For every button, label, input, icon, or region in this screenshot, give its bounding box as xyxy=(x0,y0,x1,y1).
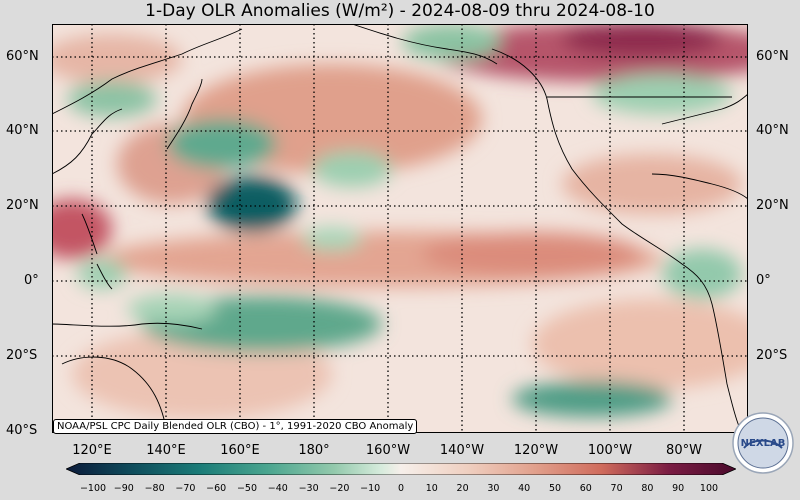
colorbar-tick-label: −60 xyxy=(206,483,227,494)
lat-label-left: 20°N xyxy=(6,198,39,213)
lat-label-right: 40°N xyxy=(756,123,789,138)
colorbar-tick-label: −90 xyxy=(113,483,134,494)
lon-label: 120°E xyxy=(72,443,112,458)
colorbar-tick-label: 50 xyxy=(548,483,562,494)
colorbar-tick-label: 90 xyxy=(672,483,685,494)
map-title: 1-Day OLR Anomalies (W/m²) - 2024-08-09 … xyxy=(145,1,655,21)
colorbar xyxy=(66,463,736,475)
lon-label: 120°W xyxy=(513,443,559,458)
graticule xyxy=(52,24,748,433)
olr-anomaly-map xyxy=(52,24,748,433)
data-source-credit: NOAA/PSL CPC Daily Blended OLR (CBO) - 1… xyxy=(53,419,418,434)
nexlab-logo: NEXLAB xyxy=(732,412,794,474)
lon-label: 140°E xyxy=(146,443,186,458)
lat-label-left: 60°N xyxy=(6,49,39,64)
lat-label-left: 20°S xyxy=(6,348,38,363)
lat-label-right: 20°S xyxy=(756,348,788,363)
coastlines xyxy=(52,24,748,433)
colorbar-tick-label: 70 xyxy=(610,483,623,494)
colorbar-tick-label: −20 xyxy=(329,483,350,494)
lon-label: 160°E xyxy=(220,443,260,458)
lon-label: 180° xyxy=(298,443,330,458)
lat-label-right: 20°N xyxy=(756,198,789,213)
colorbar-tick-label: 100 xyxy=(699,483,719,494)
colorbar-tick-label: 0 xyxy=(397,483,405,494)
colorbar-tick-label: −30 xyxy=(298,483,319,494)
colorbar-tick-label: −50 xyxy=(236,483,258,494)
anomaly-field xyxy=(52,24,748,419)
colorbar-tick-label: −80 xyxy=(144,483,165,494)
colorbar-tick-label: 30 xyxy=(487,483,500,494)
colorbar-tick-label: 40 xyxy=(518,483,531,494)
colorbar-tick-label: −100 xyxy=(79,483,107,494)
colorbar-tick-label: 80 xyxy=(641,483,654,494)
colorbar-tick-label: −10 xyxy=(360,483,381,494)
lon-label: 100°W xyxy=(587,443,633,458)
logo-text: NEXLAB xyxy=(741,438,786,449)
colorbar-tick-label: −70 xyxy=(175,483,196,494)
lon-label: 80°W xyxy=(666,443,702,458)
lat-label-left: 40°S xyxy=(6,423,38,438)
colorbar-tick-label: 60 xyxy=(579,483,592,494)
lat-label-right: 0° xyxy=(756,273,771,288)
colorbar-tick-label: 10 xyxy=(425,483,438,494)
lat-label-right: 60°N xyxy=(756,49,789,64)
colorbar-tick-label: 20 xyxy=(456,483,469,494)
lat-label-left: 40°N xyxy=(6,123,39,138)
lat-label-left: 0° xyxy=(24,273,39,288)
colorbar-tick-label: −40 xyxy=(267,483,288,494)
lon-label: 140°W xyxy=(439,443,485,458)
lon-label: 160°W xyxy=(365,443,411,458)
